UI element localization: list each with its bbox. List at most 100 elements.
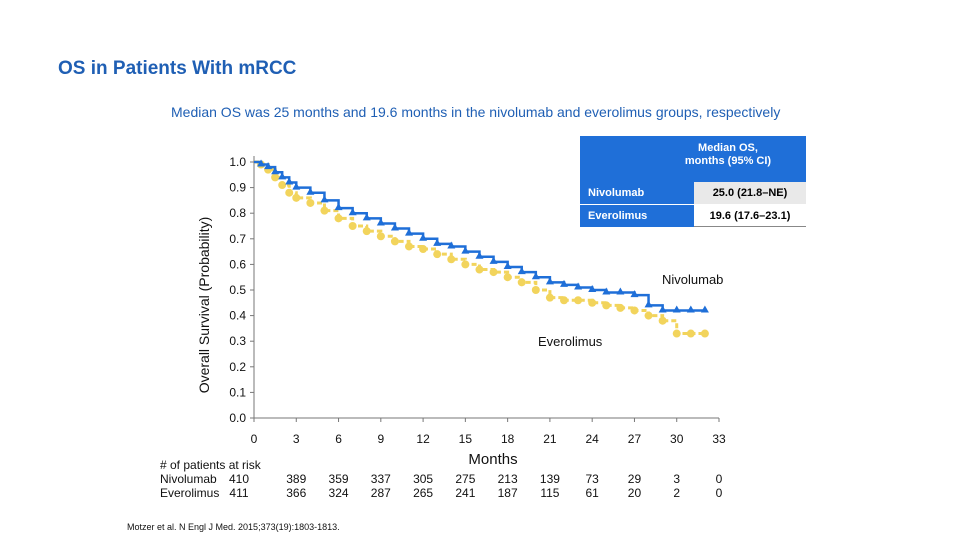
- everolimus-point: [306, 198, 315, 207]
- everolimus-point: [390, 237, 399, 246]
- nivolumab-point: [574, 282, 583, 290]
- risk-count: 324: [328, 486, 349, 500]
- everolimus-point: [686, 329, 695, 338]
- median-os-value: 19.6 (17.6–23.1): [694, 205, 806, 227]
- x-tick-label: 18: [501, 432, 515, 446]
- median-os-table-header: Median OS, months (95% CI): [580, 136, 806, 182]
- risk-count: 305: [413, 472, 434, 486]
- x-tick-label: 0: [251, 432, 258, 446]
- nivolumab-point: [700, 305, 709, 313]
- nivolumab-point: [285, 177, 294, 185]
- y-tick-label: 0.0: [229, 411, 246, 425]
- everolimus-point: [574, 296, 583, 305]
- everolimus-point: [461, 260, 470, 269]
- everolimus-point: [292, 193, 301, 202]
- everolimus-point: [644, 311, 653, 320]
- nivolumab-point: [489, 256, 498, 264]
- y-tick-label: 0.2: [229, 360, 246, 374]
- risk-count: 411: [229, 486, 249, 500]
- nivolumab-point: [257, 159, 266, 167]
- everolimus-point: [285, 188, 294, 197]
- everolimus-point: [447, 255, 456, 264]
- nivolumab-point: [545, 277, 554, 285]
- chart-series: [254, 159, 709, 338]
- risk-row-label: Nivolumab: [160, 472, 217, 486]
- x-tick-label: 15: [459, 432, 473, 446]
- everolimus-point: [531, 286, 540, 294]
- everolimus-point: [672, 329, 681, 338]
- nivolumab-point: [531, 272, 540, 280]
- risk-count: 389: [286, 472, 307, 486]
- everolimus-point: [658, 316, 667, 325]
- y-tick-label: 0.9: [229, 181, 246, 195]
- x-tick-label: 30: [670, 432, 684, 446]
- risk-count: 410: [228, 472, 250, 486]
- nivolumab-point: [517, 267, 526, 275]
- slide-title: OS in Patients With mRCC: [58, 58, 297, 79]
- citation: Motzer et al. N Engl J Med. 2015;373(19)…: [127, 522, 340, 532]
- slide-subtitle: Median OS was 25 months and 19.6 months …: [171, 104, 781, 120]
- x-tick-label: 6: [335, 432, 342, 446]
- everolimus-point: [419, 245, 428, 254]
- everolimus-point: [517, 278, 526, 287]
- nivolumab-point: [405, 228, 413, 236]
- risk-count: 139: [539, 472, 560, 486]
- nivolumab-point: [419, 233, 428, 241]
- risk-count: 29: [627, 472, 642, 486]
- nivolumab-point: [348, 208, 357, 216]
- risk-table-label: # of patients at risk: [160, 458, 261, 472]
- risk-count: 115: [540, 486, 560, 500]
- nivolumab-point: [376, 218, 385, 226]
- median-os-row-everolimus: Everolimus 19.6 (17.6–23.1): [580, 205, 806, 228]
- nivolumab-point: [475, 251, 484, 259]
- nivolumab-point: [292, 182, 301, 190]
- risk-count: 61: [585, 486, 599, 500]
- x-tick-label: 33: [712, 432, 726, 446]
- median-os-value: 25.0 (21.8–NE): [694, 182, 806, 204]
- x-tick-label: 24: [586, 432, 600, 446]
- nivolumab-point: [616, 287, 625, 295]
- x-tick-label: 27: [628, 432, 642, 446]
- x-tick-label: 9: [377, 432, 384, 446]
- nivolumab-point: [447, 241, 456, 249]
- nivolumab-point: [503, 261, 512, 269]
- nivolumab-point: [271, 167, 280, 175]
- everolimus-point: [588, 298, 597, 307]
- x-tick-label: 12: [416, 432, 430, 446]
- risk-count: 20: [627, 486, 642, 500]
- everolimus-point: [334, 214, 343, 223]
- y-tick-label: 0.6: [229, 257, 246, 271]
- everolimus-point: [278, 181, 287, 190]
- median-os-header-label: Median OS, months (95% CI): [684, 142, 772, 167]
- nivolumab-point: [264, 162, 273, 170]
- risk-count: 213: [497, 472, 518, 486]
- everolimus-point: [616, 303, 625, 312]
- everolimus-point: [560, 296, 568, 305]
- nivolumab-point: [672, 305, 681, 313]
- y-tick-label: 0.8: [229, 206, 246, 220]
- everolimus-annotation: Everolimus: [538, 334, 603, 349]
- risk-row-label: Everolimus: [160, 486, 220, 500]
- everolimus-point: [376, 232, 385, 241]
- median-os-table: Median OS, months (95% CI) Nivolumab 25.…: [580, 136, 806, 228]
- nivolumab-point: [433, 238, 442, 246]
- everolimus-point: [475, 265, 484, 274]
- everolimus-point: [348, 222, 357, 230]
- nivolumab-point: [278, 172, 287, 180]
- everolimus-point: [271, 173, 280, 182]
- median-os-arm-label: Everolimus: [580, 205, 694, 227]
- nivolumab-point: [320, 195, 329, 203]
- risk-count: 3: [673, 472, 681, 486]
- nivolumab-point: [461, 246, 470, 254]
- x-axis-label: Months: [468, 451, 517, 468]
- y-tick-label: 1.0: [229, 155, 246, 169]
- risk-count: 366: [286, 486, 307, 500]
- risk-count: 0: [715, 486, 723, 500]
- everolimus-point: [433, 250, 442, 259]
- everolimus-point: [602, 301, 611, 310]
- risk-count: 2: [673, 486, 681, 500]
- x-tick-label: 21: [543, 432, 557, 446]
- everolimus-point: [630, 306, 639, 315]
- risk-count: 265: [413, 486, 434, 500]
